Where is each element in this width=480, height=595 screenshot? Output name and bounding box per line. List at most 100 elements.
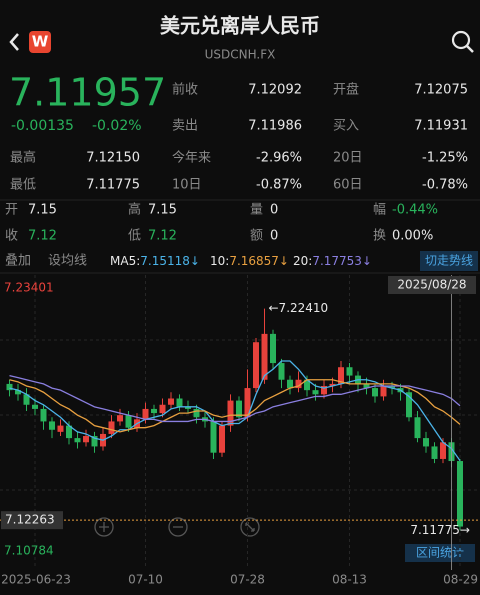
candle-body [423,438,429,447]
low-label: 7.11775→ [410,523,470,537]
range-stats[interactable]: 区间统计 [416,546,464,560]
detail-label: 量 [250,203,263,218]
stat-label: 20日 [333,151,363,166]
candle-body [304,379,310,391]
change-pct: -0.02% [92,118,142,134]
x-tick-label: 2025-06-23 [1,573,71,587]
search[interactable] [451,30,471,50]
price: 7.11957 [9,71,166,115]
y-max-label: 7.23401 [4,281,54,295]
overlay[interactable]: 叠加 [5,254,31,269]
zoom-out[interactable] [168,517,188,537]
candle-body [244,388,251,418]
candle-body [219,425,225,453]
candle-body [338,367,344,384]
y-min-label: 7.10784 [4,544,54,558]
detail-value: 0 [270,203,278,218]
stat-label: 买入 [333,119,359,134]
candle-body [406,392,412,418]
candle-body [23,394,30,405]
candle-body [295,379,302,389]
x-tick-label: 08-13 [332,573,367,587]
stat-value: 7.11775 [86,178,140,193]
ma-label: 20: [293,254,312,268]
crosshair-value: 7.12263 [5,513,55,527]
candle-body [227,400,234,426]
candle-body [117,415,123,422]
candle-body [346,367,353,376]
candle-body [261,333,268,380]
candle-body [125,415,132,428]
candle-body [440,442,446,459]
switch-button[interactable] [420,251,478,271]
candle-body [193,408,200,418]
plus [99,522,109,532]
candle-body [151,408,157,414]
candle-body [270,333,276,364]
candle-body [287,379,293,389]
detail-value: 0 [270,229,278,244]
candle-body [278,363,285,380]
stat-value: -0.78% [422,178,468,193]
crosshair-value-bg [1,511,63,530]
stat-value: -2.96% [256,151,302,166]
stat-value: 7.12075 [414,83,468,98]
candle-body [321,385,327,395]
detail-value: 7.12 [148,229,177,244]
candle-body [40,408,47,422]
search-handle [466,45,474,53]
detail-value: -0.44% [392,203,438,218]
candle-body [57,425,64,432]
logo: W [32,33,49,51]
candle-body [380,385,387,397]
stat-label: 今年来 [172,150,211,166]
back-button[interactable] [9,33,19,51]
crosshair-date: 2025/08/28 [397,278,466,292]
ma-legend: 20:7.17753↓ [293,254,372,268]
candle-body [312,390,319,395]
x-tick-label: 07-28 [230,573,265,587]
ma-legend: MA5:7.15118↓ [110,254,200,268]
detail-label: 幅 [373,203,386,218]
ma-line [9,374,461,423]
stat-value: 7.11931 [414,119,468,134]
detail-label: 开 [5,203,18,218]
candle-body [185,406,191,409]
detail-label: 高 [128,202,141,218]
range-button[interactable] [405,544,475,562]
candle-body [236,400,242,418]
candle-body [6,383,13,391]
stat-value: 7.12092 [248,83,302,98]
candle-body [168,398,174,405]
x-tick-label: 08-29 [443,573,478,587]
ma-value: 7.16857↓ [229,254,289,268]
switch-label[interactable]: 切走势线 [425,254,473,268]
detail-label: 额 [250,229,263,244]
candle-body [253,342,259,389]
expand[interactable] [240,517,260,537]
x-tick-label: 07-10 [128,573,163,587]
change: -0.00135 [11,118,74,134]
zoom-in[interactable] [94,517,114,537]
candle-body [83,436,89,443]
stat-label: 10日 [172,178,202,193]
detail-value: 7.12 [28,229,57,244]
candle-body [389,385,395,389]
ma-line [9,379,461,433]
candle-body [431,446,438,459]
detail-label: 收 [5,229,18,244]
candle-body [457,461,463,527]
candle-body [363,383,370,389]
ma-label: 10: [210,254,229,268]
ma-setting[interactable]: 设均线 [48,254,87,269]
stat-label: 最高 [10,150,36,166]
candle-body [49,421,55,430]
stat-label: 卖出 [172,119,198,134]
candle-body [210,421,217,453]
stat-value: -1.25% [422,151,468,166]
ma-value: 7.17753↓ [312,254,372,268]
stat-label: 开盘 [333,82,359,98]
